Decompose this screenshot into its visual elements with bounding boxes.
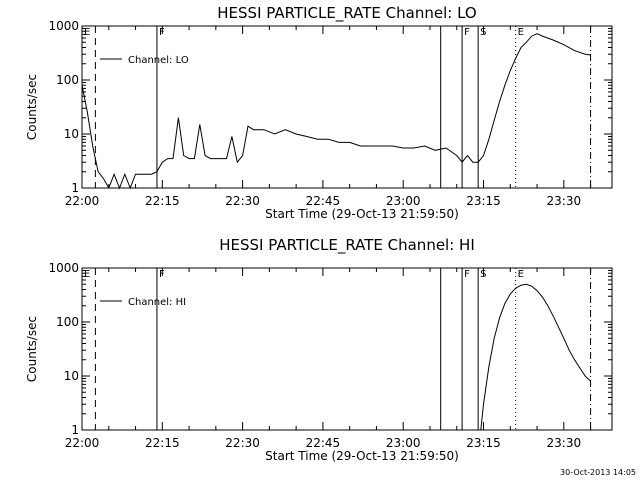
y-tick-label: 1000 [48,19,79,33]
event-marker-label: E [518,27,524,38]
x-tick-label: 23:30 [547,194,582,208]
y-tick-label: 1 [71,423,79,437]
footer-timestamp: 30-Oct-2013 14:05 [560,468,636,477]
panel-hi: HESSI PARTICLE_RATE Channel: HI 22:00 22:1… [25,236,613,463]
x-tick-label: 23:15 [466,194,501,208]
event-marker-label: E [84,27,90,38]
chart-title: HESSI PARTICLE_RATE Channel: LO [217,4,476,23]
x-tick-label: 22:15 [145,194,180,208]
event-marker-label: S [480,269,486,280]
y-tick-label: 1000 [48,261,79,275]
x-tick-label: 22:30 [225,194,260,208]
event-marker-label: E [518,269,524,280]
y-tick-label: 100 [56,73,79,87]
x-axis-label: Start Time (29-Oct-13 21:59:50) [265,207,459,221]
x-axis-label: Start Time (29-Oct-13 21:59:50) [265,449,459,463]
x-tick-label: 22:00 [65,436,100,450]
plot-frame [81,25,613,189]
y-axis-label: Counts/sec [25,316,39,382]
y-tick-label: 100 [56,315,79,329]
x-tick-label: 23:15 [466,436,501,450]
event-marker-label: F [159,27,165,38]
x-tick-label: 22:45 [306,436,341,450]
event-marker-label: F [464,269,470,280]
x-tick-label: 23:00 [386,436,421,450]
event-marker-label: S [480,27,486,38]
legend-entry: Channel: HI [128,297,186,308]
series-line [480,283,591,431]
legend-entry: Channel: LO [128,55,189,66]
series-line [81,33,591,190]
y-tick-label: 1 [71,181,79,195]
plot-frame [81,267,613,431]
x-tick-label: 23:00 [386,194,421,208]
y-tick-label: 10 [64,127,79,141]
chart-title: HESSI PARTICLE_RATE Channel: HI [219,236,475,255]
event-marker-label: F [159,269,165,280]
panel-lo: HESSI PARTICLE_RATE Channel: LO 22:00 22:1… [25,4,613,221]
y-axis-label: Counts/sec [25,74,39,140]
y-tick-label: 10 [64,369,79,383]
x-tick-label: 23:30 [547,436,582,450]
event-marker-label: E [84,269,90,280]
x-tick-label: 22:45 [306,194,341,208]
event-marker-label: F [464,27,470,38]
x-tick-label: 22:00 [65,194,100,208]
x-tick-label: 22:30 [225,436,260,450]
x-tick-label: 22:15 [145,436,180,450]
